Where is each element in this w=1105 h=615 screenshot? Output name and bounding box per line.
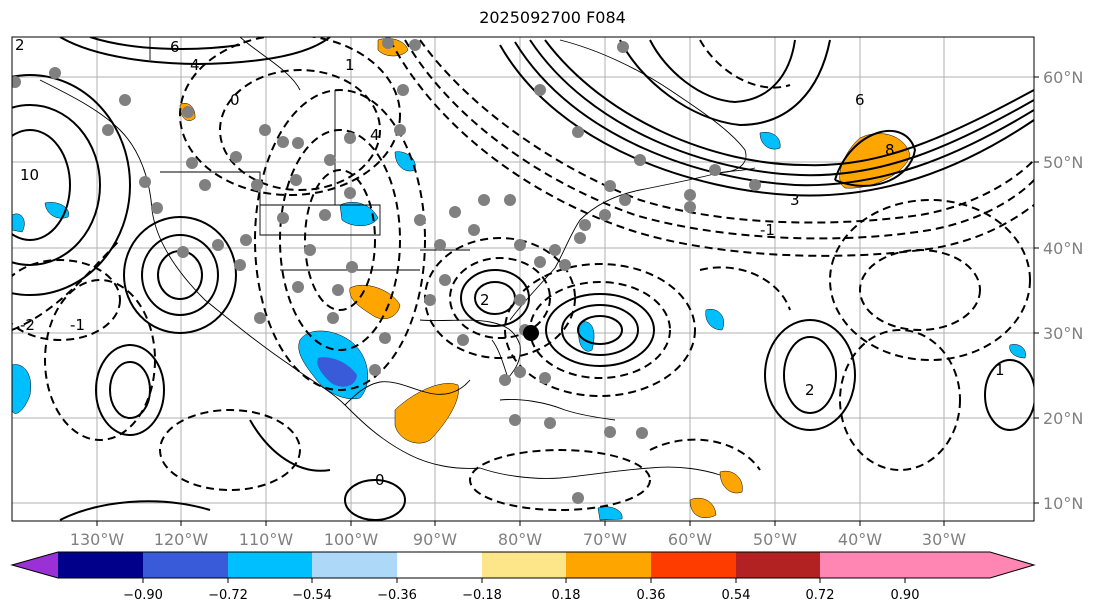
- colorbar-seg: [228, 552, 312, 578]
- colorbar-seg: [820, 552, 905, 578]
- lon-label: 110°W: [239, 530, 294, 549]
- colorbar-seg: [312, 552, 397, 578]
- svg-text:4: 4: [370, 126, 380, 144]
- svg-text:2: 2: [805, 381, 815, 399]
- lon-label: 40°W: [838, 530, 882, 549]
- contour-labels: 6 4 2 0 -2 -1 1 3 8 10 2 4 6 -1 0 2 1: [15, 36, 1005, 489]
- latitude-labels: 60°N 50°N 40°N 30°N 20°N 10°N: [1043, 68, 1083, 513]
- lon-label: 50°W: [753, 530, 797, 549]
- svg-text:1: 1: [995, 361, 1005, 379]
- lon-label: 60°W: [668, 530, 712, 549]
- svg-text:0: 0: [375, 471, 385, 489]
- svg-text:0: 0: [230, 91, 240, 109]
- lat-lon-grid: [12, 37, 1034, 521]
- colorbar-seg: [482, 552, 566, 578]
- lat-label: 30°N: [1043, 324, 1083, 343]
- svg-text:2: 2: [480, 291, 490, 309]
- lon-label: 30°W: [922, 530, 966, 549]
- svg-text:2: 2: [15, 36, 25, 54]
- svg-text:-1: -1: [70, 316, 85, 334]
- colorbar-tick: −0.54: [292, 588, 332, 603]
- colorbar-tick: 0.90: [891, 588, 920, 603]
- svg-text:8: 8: [885, 141, 895, 159]
- map-frame-border: [11, 36, 1035, 522]
- colorbar: −0.90 −0.72 −0.54 −0.36 −0.18 0.18 0.36 …: [10, 551, 1036, 603]
- colorbar-seg: [58, 552, 143, 578]
- colorbar-seg: [990, 552, 1034, 578]
- lat-label: 60°N: [1043, 68, 1083, 87]
- svg-text:10: 10: [20, 166, 39, 184]
- map-frame-bg: [12, 37, 1034, 521]
- lon-label: 100°W: [324, 530, 379, 549]
- svg-text:-1: -1: [760, 221, 775, 239]
- svg-text:6: 6: [170, 38, 180, 56]
- colorbar-seg: [143, 552, 228, 578]
- lat-label: 20°N: [1043, 409, 1083, 428]
- svg-text:6: 6: [855, 91, 865, 109]
- colorbar-tick: 0.72: [806, 588, 835, 603]
- lon-label: 130°W: [70, 530, 125, 549]
- longitude-labels: 130°W 120°W 110°W 100°W 90°W 80°W 70°W 6…: [70, 530, 966, 549]
- colorbar-tick: −0.36: [377, 588, 417, 603]
- storm-center-marker: [523, 325, 539, 341]
- colorbar-seg: [651, 552, 736, 578]
- map-title: 2025092700 F084: [479, 8, 626, 27]
- lat-label: 40°N: [1043, 239, 1083, 258]
- colorbar-tick: 0.36: [637, 588, 666, 603]
- colorbar-seg: [566, 552, 651, 578]
- dashed-contours: [12, 37, 1034, 511]
- lon-label: 80°W: [498, 530, 542, 549]
- svg-text:4: 4: [190, 56, 200, 74]
- svg-text:3: 3: [790, 191, 800, 209]
- colorbar-tick: 0.18: [552, 588, 581, 603]
- lat-label: 50°N: [1043, 153, 1083, 172]
- solid-contours: [12, 37, 1034, 521]
- svg-text:1: 1: [345, 56, 355, 74]
- lon-label: 70°W: [583, 530, 627, 549]
- colorbar-tick: −0.18: [462, 588, 502, 603]
- lon-label: 120°W: [154, 530, 209, 549]
- colorbar-seg: [12, 552, 58, 578]
- svg-text:-2: -2: [20, 316, 35, 334]
- colorbar-tick: −0.72: [208, 588, 248, 603]
- colorbar-seg: [736, 552, 820, 578]
- colorbar-seg: [397, 552, 482, 578]
- shaded-regions: [12, 38, 1026, 521]
- lat-label: 10°N: [1043, 494, 1083, 513]
- station-dots: [12, 37, 761, 504]
- colorbar-tick: 0.54: [722, 588, 751, 603]
- coastlines: [39, 37, 756, 479]
- axis-ticks: [96, 76, 1039, 526]
- lon-label: 90°W: [413, 530, 457, 549]
- colorbar-tick: −0.90: [123, 588, 163, 603]
